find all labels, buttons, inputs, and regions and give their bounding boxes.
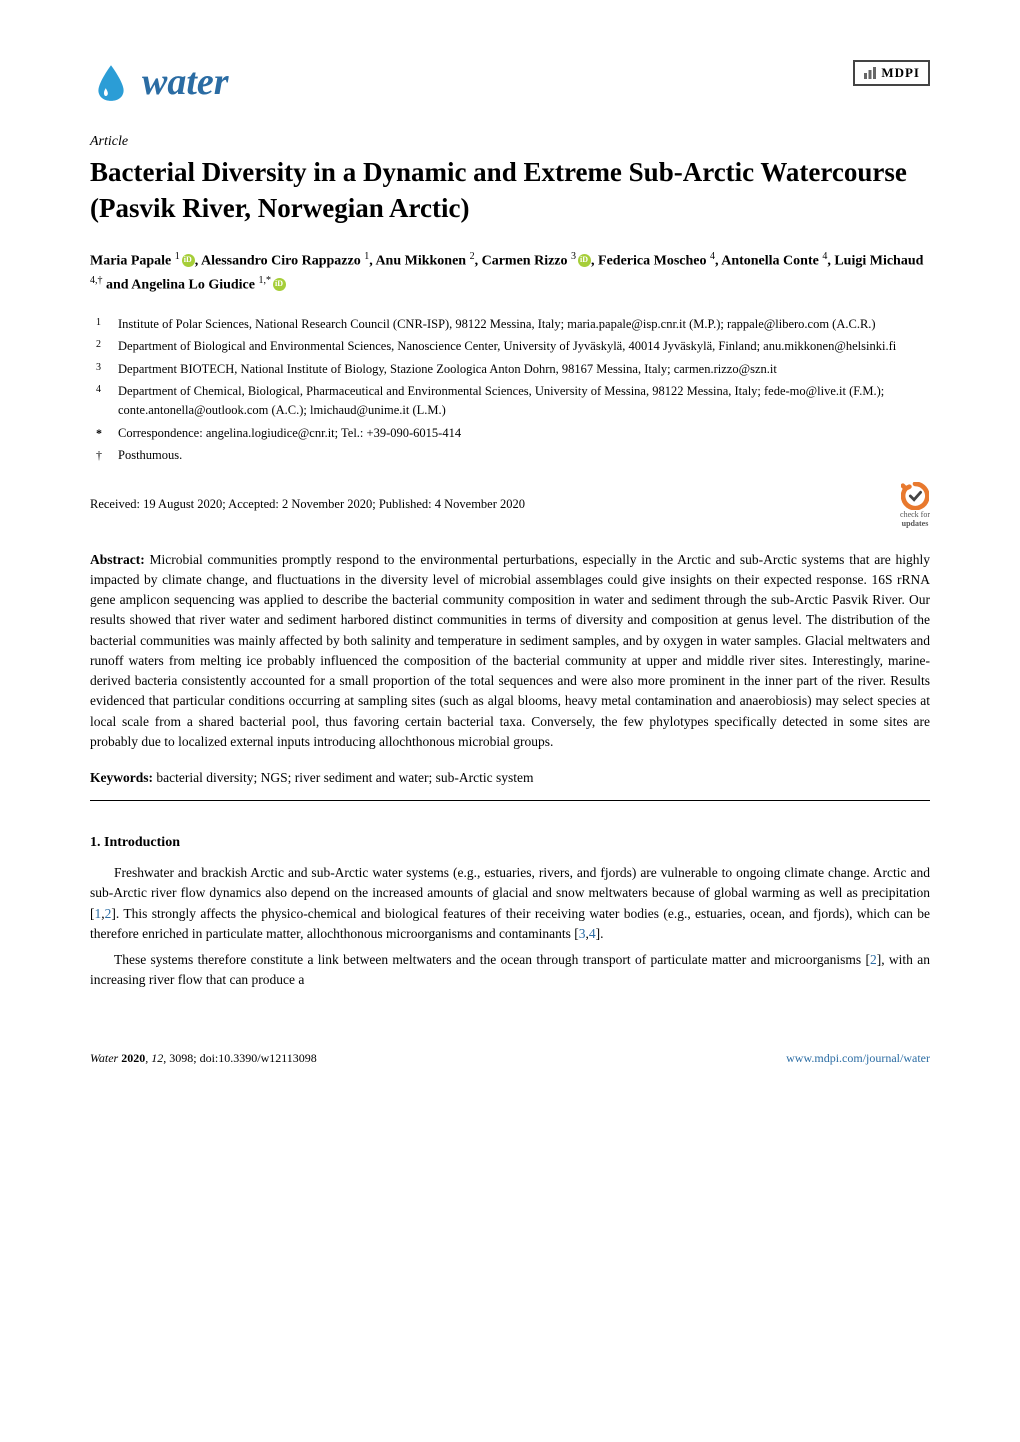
publisher-name: MDPI <box>881 65 920 81</box>
author: , Antonella Conte <box>715 254 822 269</box>
affil-sup: 4,† <box>90 275 103 286</box>
affil-text: Posthumous. <box>118 446 182 465</box>
author: , Federica Moscheo <box>591 254 710 269</box>
footer-journal: Water <box>90 1051 121 1065</box>
affil-marker: 4 <box>96 382 118 421</box>
check-updates-text1: check for <box>900 510 930 519</box>
article-label: Article <box>90 134 930 150</box>
affil-sup: 1 <box>175 251 180 262</box>
body-paragraph: These systems therefore constitute a lin… <box>90 950 930 991</box>
affil-text: Department of Chemical, Biological, Phar… <box>118 382 930 421</box>
mdpi-icon <box>863 66 877 80</box>
affiliations-block: 1Institute of Polar Sciences, National R… <box>118 315 930 466</box>
mdpi-logo: MDPI <box>853 60 930 86</box>
ref-link[interactable]: 4 <box>589 926 596 941</box>
abstract-text: Microbial communities promptly respond t… <box>90 552 930 749</box>
abstract-label: Abstract: <box>90 552 145 567</box>
dates-text: Received: 19 August 2020; Accepted: 2 No… <box>90 497 525 512</box>
footer-vol: , 12 <box>145 1051 163 1065</box>
journal-name: water <box>142 60 229 104</box>
section-heading: 1. Introduction <box>90 835 930 851</box>
journal-logo: water <box>90 60 229 104</box>
affil-sup: 3 <box>571 251 576 262</box>
affil-text: Correspondence: angelina.logiudice@cnr.i… <box>118 424 461 443</box>
affil-marker: † <box>96 446 118 465</box>
affil-text: Department BIOTECH, National Institute o… <box>118 360 777 379</box>
author: , Luigi Michaud <box>827 254 923 269</box>
check-updates-badge[interactable]: check for updates <box>900 482 930 528</box>
affil-marker: 3 <box>96 360 118 379</box>
footer-article: , 3098; doi:10.3390/w12113098 <box>163 1051 317 1065</box>
author: , Anu Mikkonen <box>369 254 469 269</box>
affil-text: Department of Biological and Environment… <box>118 337 896 356</box>
author: , Carmen Rizzo <box>475 254 571 269</box>
footer: Water 2020, 12, 3098; doi:10.3390/w12113… <box>90 1051 930 1066</box>
orcid-icon[interactable] <box>578 254 591 267</box>
affiliation: 4Department of Chemical, Biological, Pha… <box>118 382 930 421</box>
affil-marker: 1 <box>96 315 118 334</box>
article-title: Bacterial Diversity in a Dynamic and Ext… <box>90 154 930 227</box>
author: and Angelina Lo Giudice <box>103 278 259 293</box>
keywords-label: Keywords: <box>90 770 153 785</box>
body-text: These systems therefore constitute a lin… <box>114 952 870 967</box>
author: , Alessandro Ciro Rappazzo <box>195 254 364 269</box>
ref-link[interactable]: 2 <box>870 952 877 967</box>
affiliation: 1Institute of Polar Sciences, National R… <box>118 315 930 334</box>
orcid-icon[interactable] <box>273 278 286 291</box>
orcid-icon[interactable] <box>182 254 195 267</box>
footer-left: Water 2020, 12, 3098; doi:10.3390/w12113… <box>90 1051 317 1066</box>
keywords: Keywords: bacterial diversity; NGS; rive… <box>90 770 930 786</box>
ref-link[interactable]: 3 <box>579 926 586 941</box>
check-updates-icon <box>901 482 929 510</box>
affil-sup: 1,* <box>258 275 271 286</box>
check-updates-text2: updates <box>902 519 929 528</box>
footer-right-link[interactable]: www.mdpi.com/journal/water <box>786 1051 930 1066</box>
divider <box>90 800 930 801</box>
affil-marker: * <box>96 424 118 443</box>
body-text: ]. <box>596 926 604 941</box>
affiliation: 3Department BIOTECH, National Institute … <box>118 360 930 379</box>
body-paragraph: Freshwater and brackish Arctic and sub-A… <box>90 863 930 944</box>
authors-block: Maria Papale 1 , Alessandro Ciro Rappazzo… <box>90 249 930 297</box>
droplet-icon <box>90 61 132 103</box>
abstract: Abstract: Microbial communities promptly… <box>90 550 930 753</box>
author: Maria Papale <box>90 254 175 269</box>
footer-year: 2020 <box>121 1051 145 1065</box>
dates-row: Received: 19 August 2020; Accepted: 2 No… <box>90 482 930 528</box>
header-row: water MDPI <box>90 60 930 104</box>
affil-text: Institute of Polar Sciences, National Re… <box>118 315 876 334</box>
affiliation: †Posthumous. <box>118 446 930 465</box>
affiliation: *Correspondence: angelina.logiudice@cnr.… <box>118 424 930 443</box>
keywords-text: bacterial diversity; NGS; river sediment… <box>153 770 534 785</box>
affil-marker: 2 <box>96 337 118 356</box>
affiliation: 2Department of Biological and Environmen… <box>118 337 930 356</box>
body-text: ]. This strongly affects the physico-che… <box>90 906 930 941</box>
